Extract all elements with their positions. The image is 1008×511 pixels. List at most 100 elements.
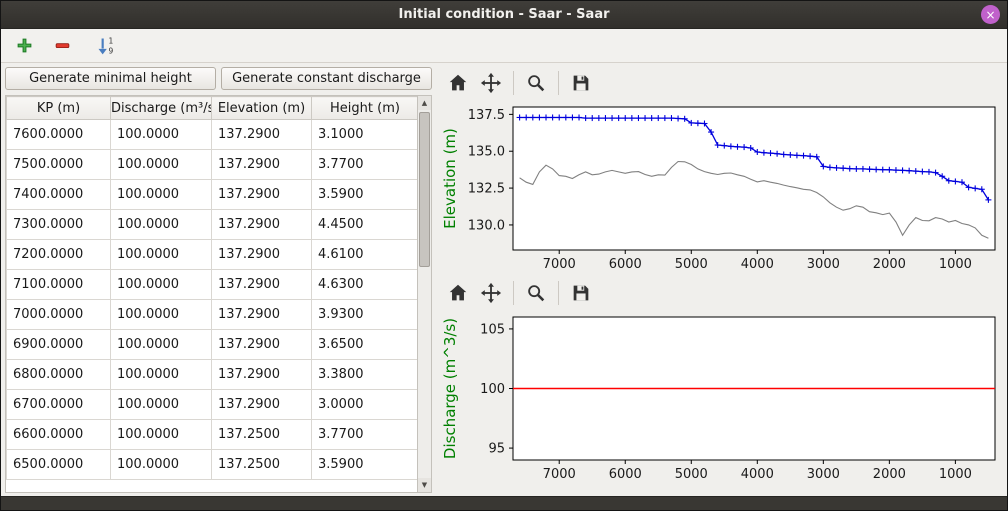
svg-text:137.5: 137.5 xyxy=(468,108,505,123)
table-cell[interactable]: 7300.0000 xyxy=(6,209,111,240)
scrollbar-thumb[interactable] xyxy=(419,112,430,267)
save-icon xyxy=(573,285,589,301)
table-cell[interactable]: 100.0000 xyxy=(110,419,212,450)
table-cell[interactable]: 100.0000 xyxy=(110,119,212,150)
table-cell[interactable]: 4.6300 xyxy=(311,269,417,300)
table-cell[interactable]: 137.2900 xyxy=(211,119,312,150)
generate-constant-discharge-button[interactable]: Generate constant discharge xyxy=(221,67,432,90)
content: Generate minimal height Generate constan… xyxy=(1,63,1007,496)
discharge-chart[interactable]: 7000 6000 5000 4000 3000 2000 1000 105 100 95 Disc… xyxy=(439,309,1003,487)
table-cell[interactable]: 7200.0000 xyxy=(6,239,111,270)
table-cell[interactable]: 6700.0000 xyxy=(6,389,111,420)
save-button[interactable] xyxy=(566,69,596,97)
discharge-plot-toolbar xyxy=(439,277,1003,309)
table-cell[interactable]: 3.3800 xyxy=(311,359,417,390)
sort-descending-icon: 1 9 xyxy=(98,36,114,55)
table-cell[interactable]: 3.9300 xyxy=(311,299,417,330)
table-cell[interactable]: 6600.0000 xyxy=(6,419,111,450)
table-cell[interactable]: 4.4500 xyxy=(311,209,417,240)
column-header[interactable]: Elevation (m) xyxy=(211,96,312,120)
table-cell[interactable]: 100.0000 xyxy=(110,299,212,330)
table-cell[interactable]: 3.5900 xyxy=(311,179,417,210)
scrollbar-track[interactable] xyxy=(418,110,431,478)
svg-text:3000: 3000 xyxy=(807,257,840,272)
table-cell[interactable]: 137.2900 xyxy=(211,149,312,180)
sort-button[interactable]: 1 9 xyxy=(93,33,119,59)
table-cell[interactable]: 137.2900 xyxy=(211,269,312,300)
column-header[interactable]: Discharge (m³/s) xyxy=(110,96,212,120)
table-cell[interactable]: 3.0000 xyxy=(311,389,417,420)
table-cell[interactable]: 100.0000 xyxy=(110,449,212,480)
table-scrollbar[interactable]: ▲ ▼ xyxy=(417,95,432,493)
elevation-plot-toolbar xyxy=(439,67,1003,99)
remove-row-button[interactable] xyxy=(49,33,75,59)
table-cell[interactable]: 100.0000 xyxy=(110,389,212,420)
add-row-button[interactable] xyxy=(11,33,37,59)
column-header[interactable]: KP (m) xyxy=(6,96,111,120)
pan-button[interactable] xyxy=(476,69,506,97)
table-cell[interactable]: 137.2900 xyxy=(211,329,312,360)
table-cell[interactable]: 100.0000 xyxy=(110,209,212,240)
table-cell[interactable]: 137.2900 xyxy=(211,179,312,210)
table-cell[interactable]: 100.0000 xyxy=(110,149,212,180)
scroll-up-arrow-icon[interactable]: ▲ xyxy=(418,96,431,110)
column-header[interactable]: Height (m) xyxy=(311,96,417,120)
table-cell[interactable]: 137.2500 xyxy=(211,419,312,450)
table-cell[interactable]: 6900.0000 xyxy=(6,329,111,360)
home-button[interactable] xyxy=(443,69,473,97)
save-icon xyxy=(573,75,589,91)
table-cell[interactable]: 4.6100 xyxy=(311,239,417,270)
elevation-chart[interactable]: 7000 6000 5000 4000 3000 2000 1000 137.5 135.0 13… xyxy=(439,99,1003,277)
close-icon: × xyxy=(985,7,996,22)
table-cell[interactable]: 3.5900 xyxy=(311,449,417,480)
window-title: Initial condition - Saar - Saar xyxy=(398,7,610,22)
generate-minimal-height-button[interactable]: Generate minimal height xyxy=(5,67,216,90)
table-cell[interactable]: 3.6500 xyxy=(311,329,417,360)
remove-icon xyxy=(55,43,69,49)
table-cell[interactable]: 7600.0000 xyxy=(6,119,111,150)
svg-text:130.0: 130.0 xyxy=(468,218,505,233)
table-cell[interactable]: 100.0000 xyxy=(110,329,212,360)
table-cell[interactable]: 3.7700 xyxy=(311,419,417,450)
toolbar-separator xyxy=(558,71,559,95)
svg-text:1000: 1000 xyxy=(939,257,972,272)
close-button[interactable]: × xyxy=(981,5,1000,24)
svg-text:3000: 3000 xyxy=(807,467,840,482)
table-cell[interactable]: 7000.0000 xyxy=(6,299,111,330)
table-cell[interactable]: 7500.0000 xyxy=(6,149,111,180)
table-cell[interactable]: 100.0000 xyxy=(110,179,212,210)
table-cell[interactable]: 6800.0000 xyxy=(6,359,111,390)
svg-text:6000: 6000 xyxy=(609,257,642,272)
table-cell[interactable]: 100.0000 xyxy=(110,269,212,300)
right-panel: 7000 6000 5000 4000 3000 2000 1000 137.5 135.0 13… xyxy=(435,63,1007,496)
table-cell[interactable]: 137.2500 xyxy=(211,449,312,480)
table-cell[interactable]: 137.2900 xyxy=(211,389,312,420)
table-cell[interactable]: 137.2900 xyxy=(211,209,312,240)
home-button[interactable] xyxy=(443,279,473,307)
table-cell[interactable]: 3.7700 xyxy=(311,149,417,180)
svg-text:7000: 7000 xyxy=(543,257,576,272)
svg-text:9: 9 xyxy=(109,46,114,55)
table-cell[interactable]: 100.0000 xyxy=(110,239,212,270)
toolbar-separator xyxy=(558,281,559,305)
table-cell[interactable]: 7400.0000 xyxy=(6,179,111,210)
home-icon xyxy=(449,284,467,301)
table-cell[interactable]: 3.1000 xyxy=(311,119,417,150)
table-row: 7400.0000 100.0000 137.2900 3.5900 xyxy=(6,179,417,210)
svg-text:105: 105 xyxy=(480,322,505,337)
svg-text:Discharge (m^3/s): Discharge (m^3/s) xyxy=(441,318,459,459)
table-row: 6700.0000 100.0000 137.2900 3.0000 xyxy=(6,389,417,420)
zoom-button[interactable] xyxy=(521,279,551,307)
table-cell[interactable]: 7100.0000 xyxy=(6,269,111,300)
pan-button[interactable] xyxy=(476,279,506,307)
table-cell[interactable]: 6500.0000 xyxy=(6,449,111,480)
table-cell[interactable]: 137.2900 xyxy=(211,359,312,390)
table-cell[interactable]: 100.0000 xyxy=(110,359,212,390)
save-button[interactable] xyxy=(566,279,596,307)
home-icon xyxy=(449,74,467,91)
table-cell[interactable]: 137.2900 xyxy=(211,299,312,330)
titlebar[interactable]: Initial condition - Saar - Saar × xyxy=(1,1,1007,29)
scroll-down-arrow-icon[interactable]: ▼ xyxy=(418,478,431,492)
table-cell[interactable]: 137.2900 xyxy=(211,239,312,270)
zoom-button[interactable] xyxy=(521,69,551,97)
